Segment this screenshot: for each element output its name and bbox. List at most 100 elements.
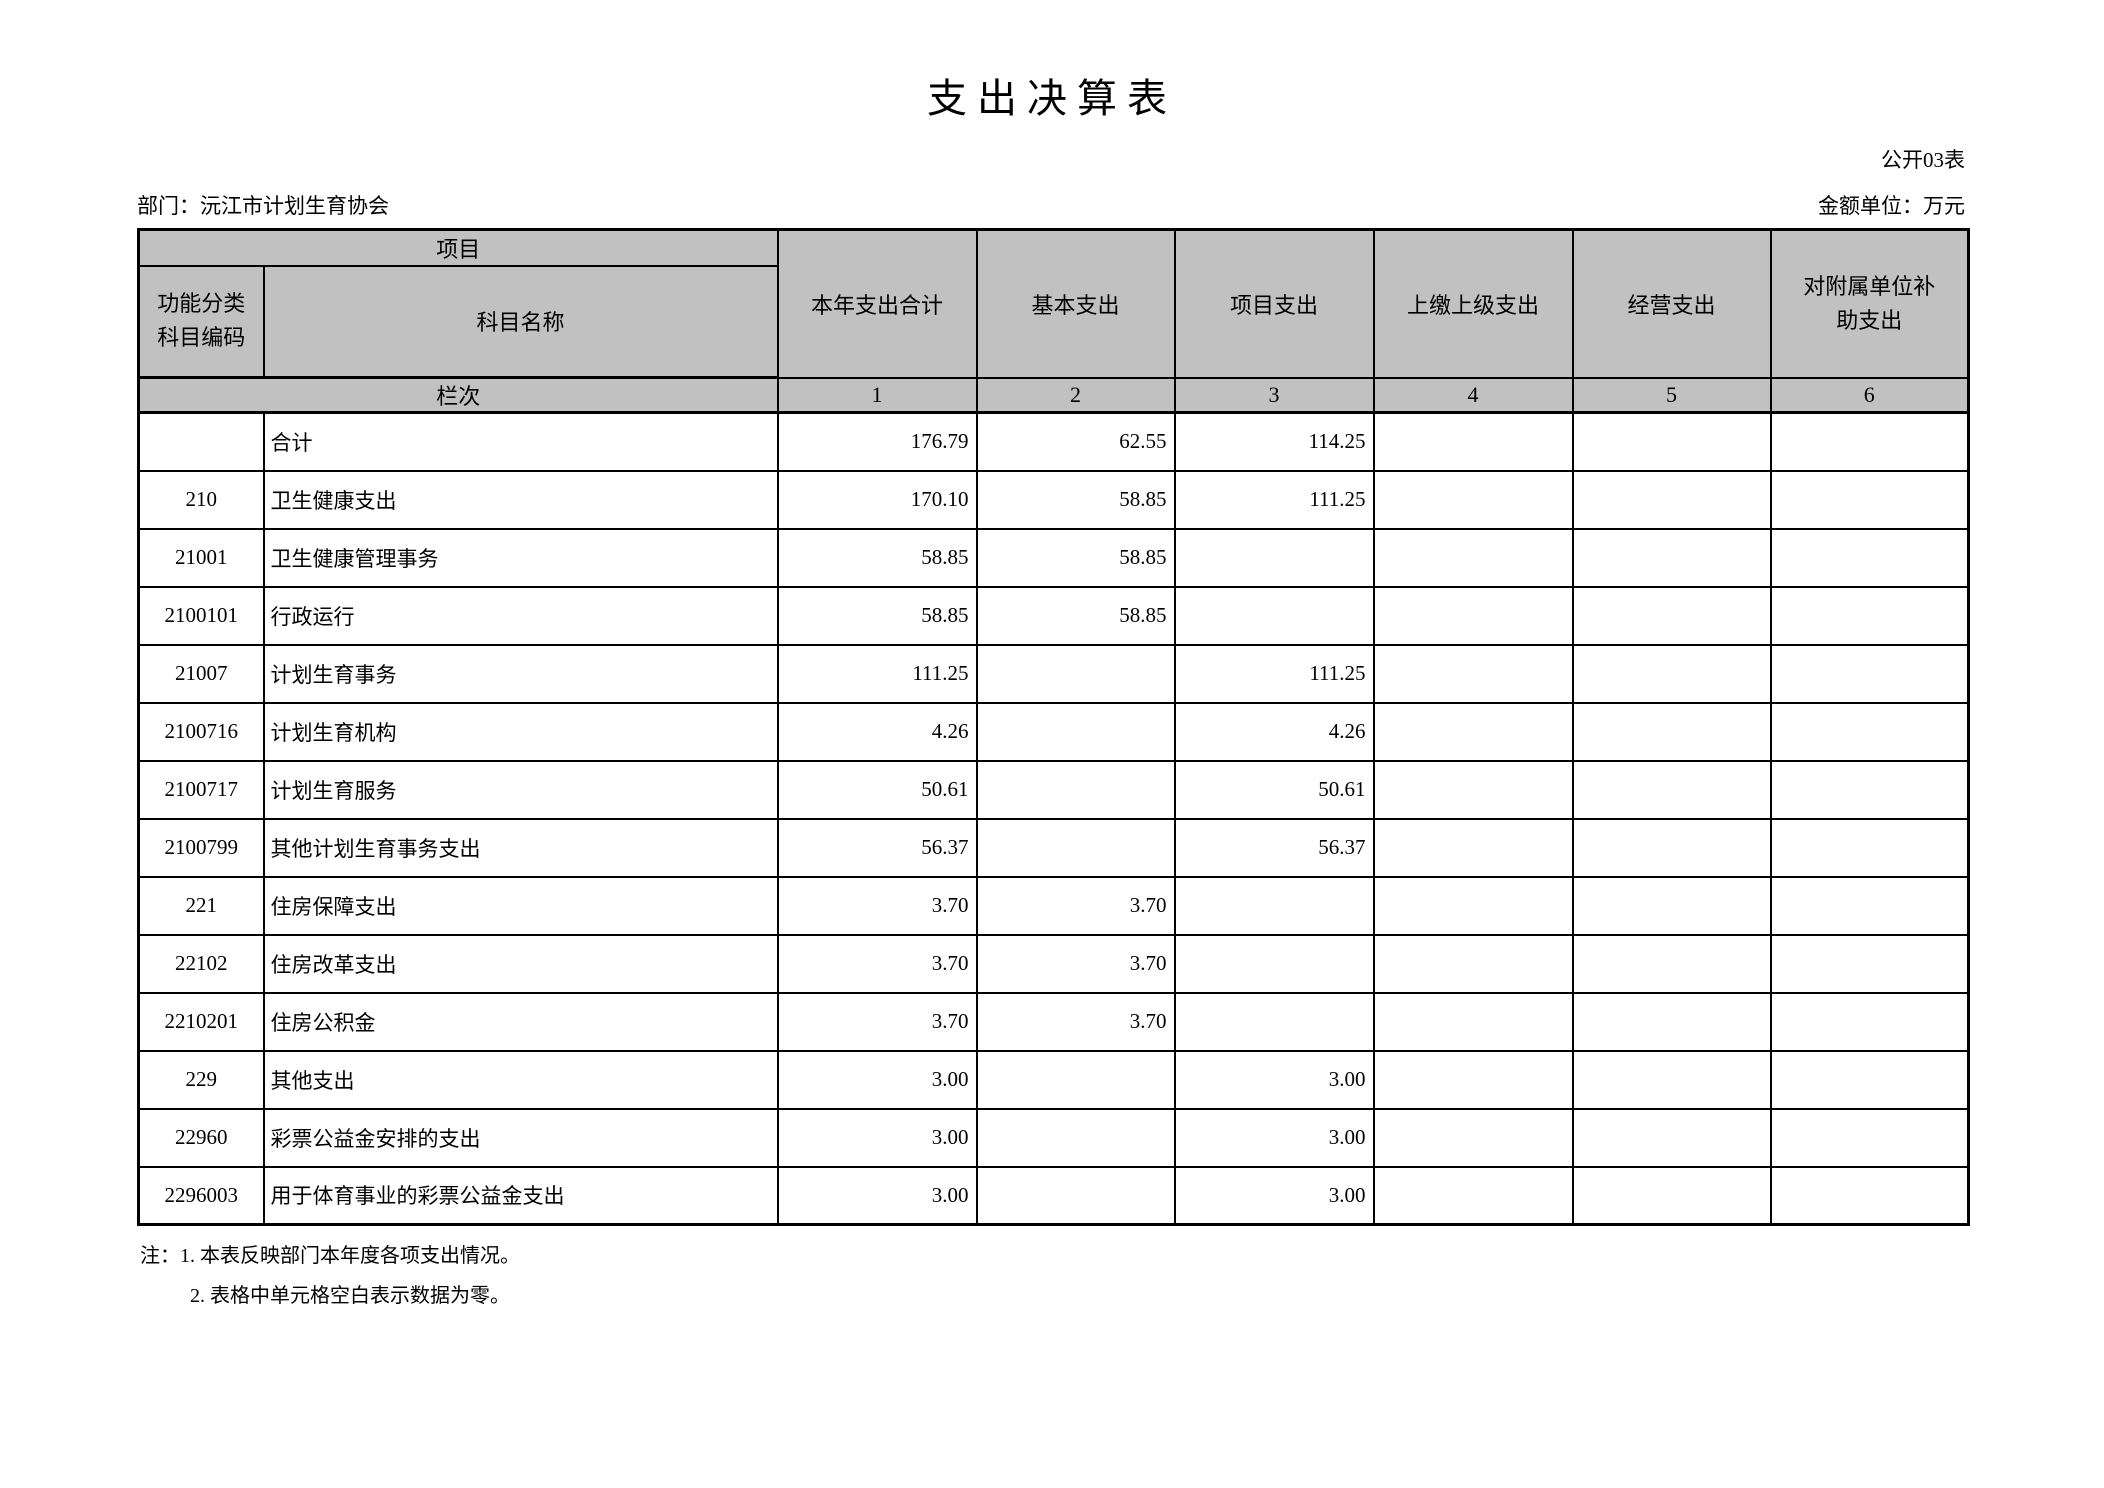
table-row: 2100799 其他计划生育事务支出 56.37 56.37 (137, 817, 1970, 878)
table-row: 2100101 行政运行 58.85 58.85 (137, 585, 1970, 646)
row-code-cell: 2100716 (137, 701, 265, 762)
col-header-total: 本年支出合计 (776, 228, 978, 379)
row-value-cell (1571, 991, 1772, 1052)
project-group-header: 项目 (137, 228, 779, 267)
row-value-cell: 114.25 (1173, 411, 1375, 472)
row-code-cell: 21001 (137, 527, 265, 588)
row-name-cell: 彩票公益金安排的支出 (262, 1107, 779, 1168)
row-name-cell: 行政运行 (262, 585, 779, 646)
col-header-affiliate: 对附属单位补助支出 (1769, 228, 1970, 379)
col-index-5: 5 (1571, 376, 1772, 414)
row-name-cell: 其他计划生育事务支出 (262, 817, 779, 878)
row-value-cell (975, 1107, 1176, 1168)
row-value-cell (1571, 1049, 1772, 1110)
row-code-cell: 2100101 (137, 585, 265, 646)
row-value-cell: 58.85 (975, 585, 1176, 646)
row-value-cell: 3.70 (776, 991, 978, 1052)
row-value-cell: 3.00 (1173, 1049, 1375, 1110)
col-header-operating: 经营支出 (1571, 228, 1772, 379)
row-code-cell: 2210201 (137, 991, 265, 1052)
meta-row: 部门：沅江市计划生育协会 金额单位：万元 (137, 190, 1965, 220)
row-value-cell (1372, 643, 1574, 704)
row-value-cell: 58.85 (776, 527, 978, 588)
row-value-cell (1173, 527, 1375, 588)
col-header-code: 功能分类 科目编码 (137, 264, 265, 379)
row-name-cell: 住房保障支出 (262, 875, 779, 936)
row-value-cell (1769, 585, 1970, 646)
table-row: 2296003 用于体育事业的彩票公益金支出 3.00 3.00 (137, 1165, 1970, 1226)
row-value-cell (1769, 1107, 1970, 1168)
row-value-cell (1769, 759, 1970, 820)
row-value-cell (1173, 875, 1375, 936)
row-value-cell (1571, 469, 1772, 530)
header-row-project: 项目 本年支出合计 基本支出 项目支出 上缴上级支出 经营支出 对附属单位补助支… (137, 228, 1970, 379)
row-code-cell: 22960 (137, 1107, 265, 1168)
row-value-cell (1372, 933, 1574, 994)
table-row: 22960 彩票公益金安排的支出 3.00 3.00 (137, 1107, 1970, 1168)
row-code-cell: 2296003 (137, 1165, 265, 1226)
row-value-cell (975, 701, 1176, 762)
footnotes: 注：1. 本表反映部门本年度各项支出情况。 2. 表格中单元格空白表示数据为零。 (140, 1239, 2104, 1308)
row-value-cell: 56.37 (776, 817, 978, 878)
row-name-cell: 计划生育机构 (262, 701, 779, 762)
row-value-cell (1769, 991, 1970, 1052)
row-code-cell: 221 (137, 875, 265, 936)
row-value-cell: 3.70 (975, 991, 1176, 1052)
row-value-cell (1769, 411, 1970, 472)
table-row: 229 其他支出 3.00 3.00 (137, 1049, 1970, 1110)
table-row: 210 卫生健康支出 170.10 58.85 111.25 (137, 469, 1970, 530)
row-code-cell (137, 411, 265, 472)
col-index-2: 2 (975, 376, 1176, 414)
row-value-cell: 3.00 (1173, 1107, 1375, 1168)
table-row: 2210201 住房公积金 3.70 3.70 (137, 991, 1970, 1052)
row-value-cell (1372, 411, 1574, 472)
row-name-cell: 住房公积金 (262, 991, 779, 1052)
row-value-cell: 3.00 (776, 1165, 978, 1226)
row-value-cell (1571, 585, 1772, 646)
col-header-name: 科目名称 (262, 264, 779, 379)
table-row: 21001 卫生健康管理事务 58.85 58.85 (137, 527, 1970, 588)
row-value-cell (975, 817, 1176, 878)
row-name-cell: 用于体育事业的彩票公益金支出 (262, 1165, 779, 1226)
table-header: 项目 本年支出合计 基本支出 项目支出 上缴上级支出 经营支出 对附属单位补助支… (137, 228, 1970, 414)
form-number-label: 公开03表 (1881, 148, 1965, 172)
row-index-label: 栏次 (137, 376, 779, 414)
row-value-cell: 58.85 (975, 527, 1176, 588)
row-value-cell (1372, 1165, 1574, 1226)
row-value-cell: 3.70 (975, 875, 1176, 936)
row-value-cell: 58.85 (975, 469, 1176, 530)
row-value-cell (1372, 759, 1574, 820)
row-value-cell: 111.25 (1173, 469, 1375, 530)
row-value-cell (975, 759, 1176, 820)
row-value-cell (1769, 1049, 1970, 1110)
row-value-cell (1571, 875, 1772, 936)
row-value-cell (1173, 933, 1375, 994)
col-index-6: 6 (1769, 376, 1970, 414)
row-code-cell: 229 (137, 1049, 265, 1110)
row-code-cell: 2100717 (137, 759, 265, 820)
header-row-indexes: 栏次 1 2 3 4 5 6 (137, 376, 1970, 414)
row-value-cell: 3.70 (776, 933, 978, 994)
col-header-basic: 基本支出 (975, 228, 1176, 379)
col-header-project: 项目支出 (1173, 228, 1375, 379)
row-code-cell: 22102 (137, 933, 265, 994)
row-value-cell (1372, 527, 1574, 588)
row-value-cell (1173, 585, 1375, 646)
row-value-cell (1769, 643, 1970, 704)
table-row: 21007 计划生育事务 111.25 111.25 (137, 643, 1970, 704)
row-value-cell (1571, 1107, 1772, 1168)
col-index-4: 4 (1372, 376, 1574, 414)
table-row: 22102 住房改革支出 3.70 3.70 (137, 933, 1970, 994)
table-row: 2100717 计划生育服务 50.61 50.61 (137, 759, 1970, 820)
row-value-cell: 4.26 (776, 701, 978, 762)
row-name-cell: 计划生育事务 (262, 643, 779, 704)
row-value-cell (1769, 817, 1970, 878)
row-value-cell: 50.61 (1173, 759, 1375, 820)
unit-label: 金额单位：万元 (1818, 194, 1965, 218)
row-name-cell: 计划生育服务 (262, 759, 779, 820)
row-value-cell (1571, 1165, 1772, 1226)
row-value-cell: 4.26 (1173, 701, 1375, 762)
table-body: 合计 176.79 62.55 114.25 210 卫生健康支出 170.10 58.85 1… (137, 411, 1970, 1226)
expenditure-table: 项目 本年支出合计 基本支出 项目支出 上缴上级支出 经营支出 对附属单位补助支… (137, 228, 1971, 1226)
